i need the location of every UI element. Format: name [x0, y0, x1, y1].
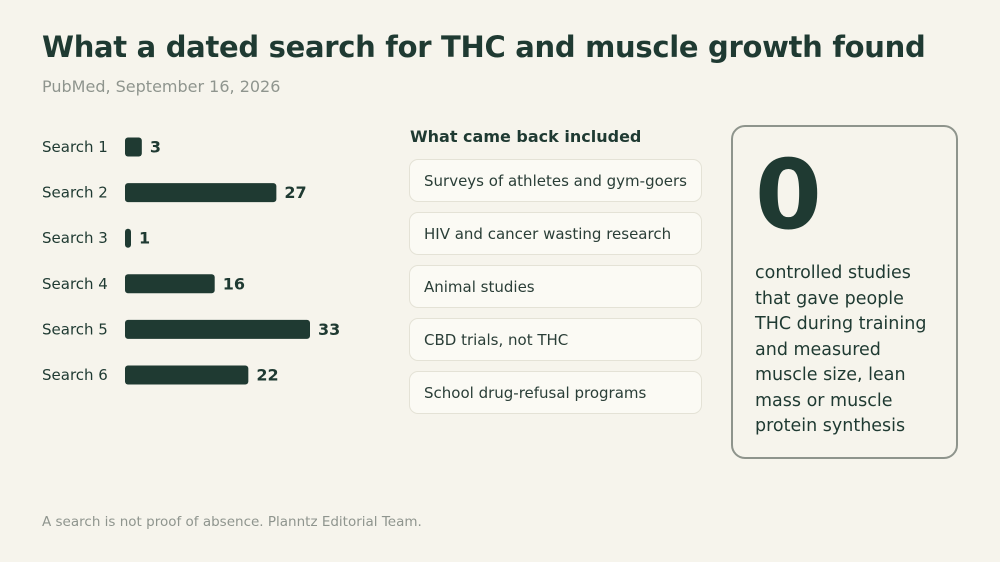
footer-note: A search is not proof of absence. Plannt… — [42, 514, 422, 530]
page-title: What a dated search for THC and muscle g… — [42, 30, 926, 64]
included-item: Animal studies — [409, 265, 702, 308]
bar — [125, 137, 142, 157]
bar-category-label: Search 6 — [42, 366, 108, 384]
stat-number: 0 — [755, 139, 822, 251]
included-item: Surveys of athletes and gym-goers — [409, 159, 702, 202]
bar-category-label: Search 5 — [42, 320, 108, 338]
included-item: HIV and cancer wasting research — [409, 212, 702, 255]
stat-text: controlled studies that gave people THC … — [755, 263, 927, 436]
included-title: What came back included — [410, 127, 642, 146]
bar-value-label: 33 — [318, 320, 340, 339]
bar-category-label: Search 4 — [42, 275, 108, 293]
bar-category-label: Search 2 — [42, 184, 108, 202]
bar-category-label: Search 1 — [42, 138, 108, 156]
included-item: School drug-refusal programs — [409, 371, 702, 414]
page-subtitle: PubMed, September 16, 2026 — [42, 77, 281, 96]
bar — [125, 274, 215, 294]
bar-category-label: Search 3 — [42, 229, 108, 247]
bar — [125, 319, 310, 339]
included-item: CBD trials, not THC — [409, 318, 702, 361]
bar-value-label: 22 — [256, 366, 278, 385]
bar-value-label: 16 — [223, 274, 245, 293]
stat-box: 0 controlled studies that gave people TH… — [731, 125, 958, 459]
bar — [125, 228, 131, 248]
bar-value-label: 27 — [284, 183, 306, 202]
included-list: Surveys of athletes and gym-goers HIV an… — [409, 159, 702, 424]
bar — [125, 183, 277, 203]
bar-value-label: 3 — [150, 138, 161, 157]
bar — [125, 365, 249, 385]
search-results-bar-chart: Search 1 3 Search 2 27 Search 3 1 Search 4 16 Se… — [42, 137, 340, 385]
bar-value-label: 1 — [139, 229, 150, 248]
